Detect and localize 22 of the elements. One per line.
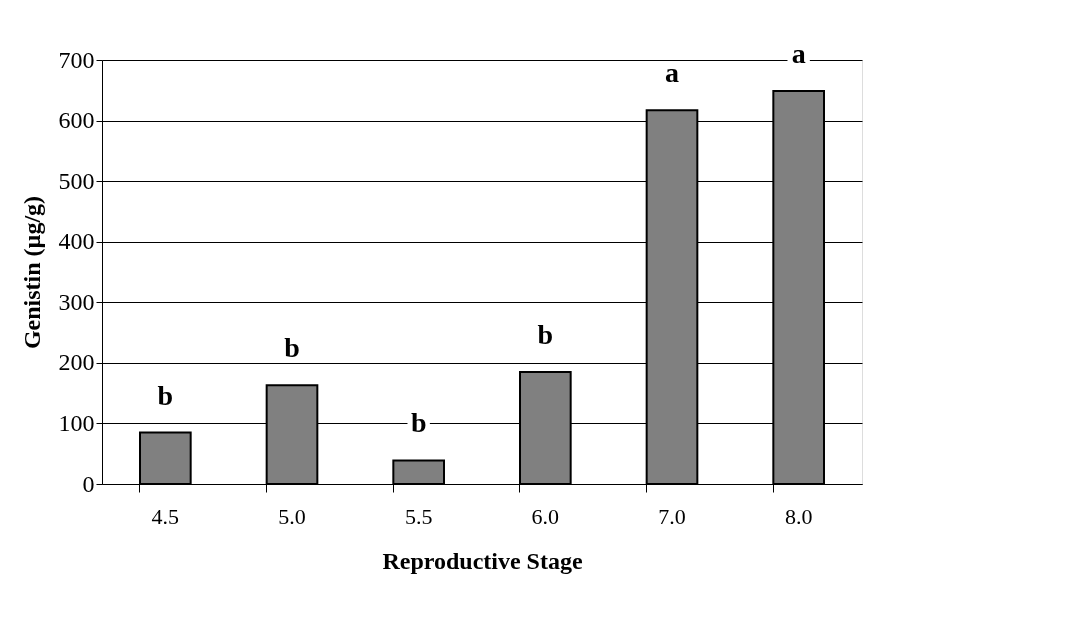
y-tick-label: 600 [58,107,95,134]
annotation: b [157,379,174,411]
y-axis-title: Genistin (µg/g) [18,195,45,350]
x-tick-label: 5.0 [278,503,306,529]
annotation: b [410,407,427,439]
x-tick-label: 5.5 [404,503,433,529]
y-tick-label: 400 [58,228,95,255]
y-tick-label: 100 [58,409,95,436]
y-tick-label: 0 [82,470,95,497]
x-tick-label: 6.0 [531,503,560,529]
y-tick-label: 300 [58,288,95,315]
annotation: a [791,37,806,69]
annotation: b [284,332,300,364]
y-tick-label: 200 [58,349,95,376]
x-tick-label: 7.0 [658,503,686,529]
y-tick-label: 500 [58,167,95,194]
annotation: b [537,318,554,350]
x-tick-label: 4.5 [151,503,180,529]
x-axis-title: Reproductive Stage [382,547,583,574]
annotation: a [665,57,679,89]
x-tick-label: 8.0 [784,503,813,529]
y-tick-label: 700 [58,46,95,73]
